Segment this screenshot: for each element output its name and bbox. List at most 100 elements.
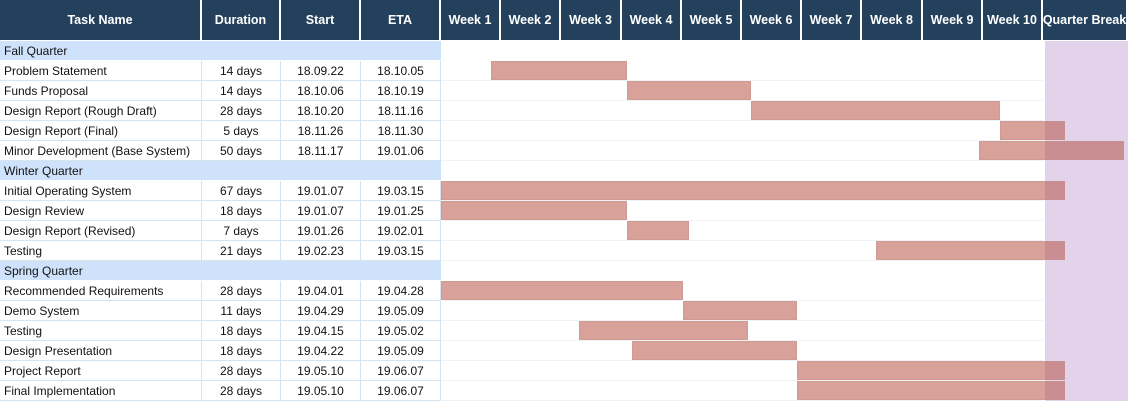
gantt-bar: [631, 341, 797, 360]
header-week-5: Week 5: [682, 0, 742, 40]
duration-cell: 5 days: [202, 121, 281, 141]
eta-cell: 19.05.09: [361, 301, 441, 321]
task-name-cell: Design Review: [0, 201, 202, 221]
gantt-bar-break-overlap: [1045, 381, 1065, 400]
task-name-cell: Testing: [0, 241, 202, 261]
start-date-cell: 19.01.07: [281, 181, 361, 201]
eta-cell: 19.01.06: [361, 141, 441, 161]
duration-cell: 50 days: [202, 141, 281, 161]
start-date-cell: 18.10.06: [281, 81, 361, 101]
task-name-cell: Minor Development (Base System): [0, 141, 202, 161]
gantt-bar: [796, 361, 1065, 380]
start-date-cell: 19.04.29: [281, 301, 361, 321]
row-gridline: [441, 81, 1043, 101]
header-eta: ETA: [361, 0, 441, 40]
header-week-2: Week 2: [501, 0, 561, 40]
row-gridline: [441, 61, 1043, 81]
duration-cell: 28 days: [202, 281, 281, 301]
gantt-bar-break-overlap: [1045, 361, 1065, 380]
task-name-cell: Problem Statement: [0, 61, 202, 81]
duration-cell: 18 days: [202, 321, 281, 341]
eta-cell: 19.05.09: [361, 341, 441, 361]
start-date-cell: 18.11.26: [281, 121, 361, 141]
gantt-bar-break-overlap: [1045, 121, 1065, 140]
eta-cell: 19.03.15: [361, 241, 441, 261]
gantt-bar: [579, 321, 749, 340]
start-date-cell: 18.10.20: [281, 101, 361, 121]
row-gridline: [441, 381, 1043, 401]
eta-cell: 19.03.15: [361, 181, 441, 201]
header-start: Start: [281, 0, 361, 40]
task-name-cell: Funds Proposal: [0, 81, 202, 101]
task-name-cell: Initial Operating System: [0, 181, 202, 201]
header-task-name: Task Name: [0, 0, 202, 40]
task-name-cell: Design Report (Revised): [0, 221, 202, 241]
start-date-cell: 19.05.10: [281, 361, 361, 381]
header-quarter-break: Quarter Break: [1043, 0, 1128, 40]
gantt-bar-break-overlap: [1045, 141, 1124, 160]
row-gridline: [441, 281, 1043, 301]
duration-cell: 18 days: [202, 201, 281, 221]
row-gridline: [441, 321, 1043, 341]
task-name-cell: Design Report (Rough Draft): [0, 101, 202, 121]
header-week-4: Week 4: [622, 0, 682, 40]
eta-cell: 19.06.07: [361, 361, 441, 381]
header-week-3: Week 3: [561, 0, 622, 40]
task-name-cell: Recommended Requirements: [0, 281, 202, 301]
duration-cell: 28 days: [202, 101, 281, 121]
duration-cell: 11 days: [202, 301, 281, 321]
start-date-cell: 19.05.10: [281, 381, 361, 401]
gantt-bar: [441, 181, 1065, 200]
phase-header: Spring Quarter: [0, 261, 441, 281]
eta-cell: 19.05.02: [361, 321, 441, 341]
row-gridline: [441, 201, 1043, 221]
eta-cell: 18.11.30: [361, 121, 441, 141]
header-week-6: Week 6: [742, 0, 802, 40]
eta-cell: 18.10.19: [361, 81, 441, 101]
header-week-9: Week 9: [923, 0, 983, 40]
row-gridline: [441, 141, 1043, 161]
duration-cell: 28 days: [202, 381, 281, 401]
start-date-cell: 19.04.01: [281, 281, 361, 301]
header-week-7: Week 7: [802, 0, 862, 40]
header-week-8: Week 8: [862, 0, 923, 40]
start-date-cell: 19.01.07: [281, 201, 361, 221]
start-date-cell: 18.11.17: [281, 141, 361, 161]
task-name-cell: Testing: [0, 321, 202, 341]
eta-cell: 19.01.25: [361, 201, 441, 221]
gantt-bar: [490, 61, 628, 80]
row-gridline: [441, 101, 1043, 121]
row-gridline: [441, 241, 1043, 261]
eta-cell: 19.02.01: [361, 221, 441, 241]
row-gridline: [441, 361, 1043, 381]
phase-header: Fall Quarter: [0, 41, 441, 61]
gantt-bar: [441, 281, 684, 300]
start-date-cell: 18.09.22: [281, 61, 361, 81]
start-date-cell: 19.01.26: [281, 221, 361, 241]
row-gridline: [441, 341, 1043, 361]
gantt-bar: [683, 301, 797, 320]
quarter-break-column: [1045, 41, 1128, 401]
gantt-bar: [627, 81, 752, 100]
gantt-bar: [796, 381, 1065, 400]
task-name-cell: Final Implementation: [0, 381, 202, 401]
duration-cell: 18 days: [202, 341, 281, 361]
duration-cell: 14 days: [202, 61, 281, 81]
row-gridline: [441, 181, 1043, 201]
start-date-cell: 19.04.15: [281, 321, 361, 341]
header-duration: Duration: [202, 0, 281, 40]
task-name-cell: Design Report (Final): [0, 121, 202, 141]
row-gridline: [441, 221, 1043, 241]
start-date-cell: 19.04.22: [281, 341, 361, 361]
duration-cell: 7 days: [202, 221, 281, 241]
row-gridline: [441, 301, 1043, 321]
gantt-bar: [751, 101, 1000, 120]
duration-cell: 14 days: [202, 81, 281, 101]
task-name-cell: Design Presentation: [0, 341, 202, 361]
gantt-bar: [441, 201, 628, 220]
header-week-10: Week 10: [983, 0, 1043, 40]
duration-cell: 21 days: [202, 241, 281, 261]
eta-cell: 18.11.16: [361, 101, 441, 121]
duration-cell: 67 days: [202, 181, 281, 201]
